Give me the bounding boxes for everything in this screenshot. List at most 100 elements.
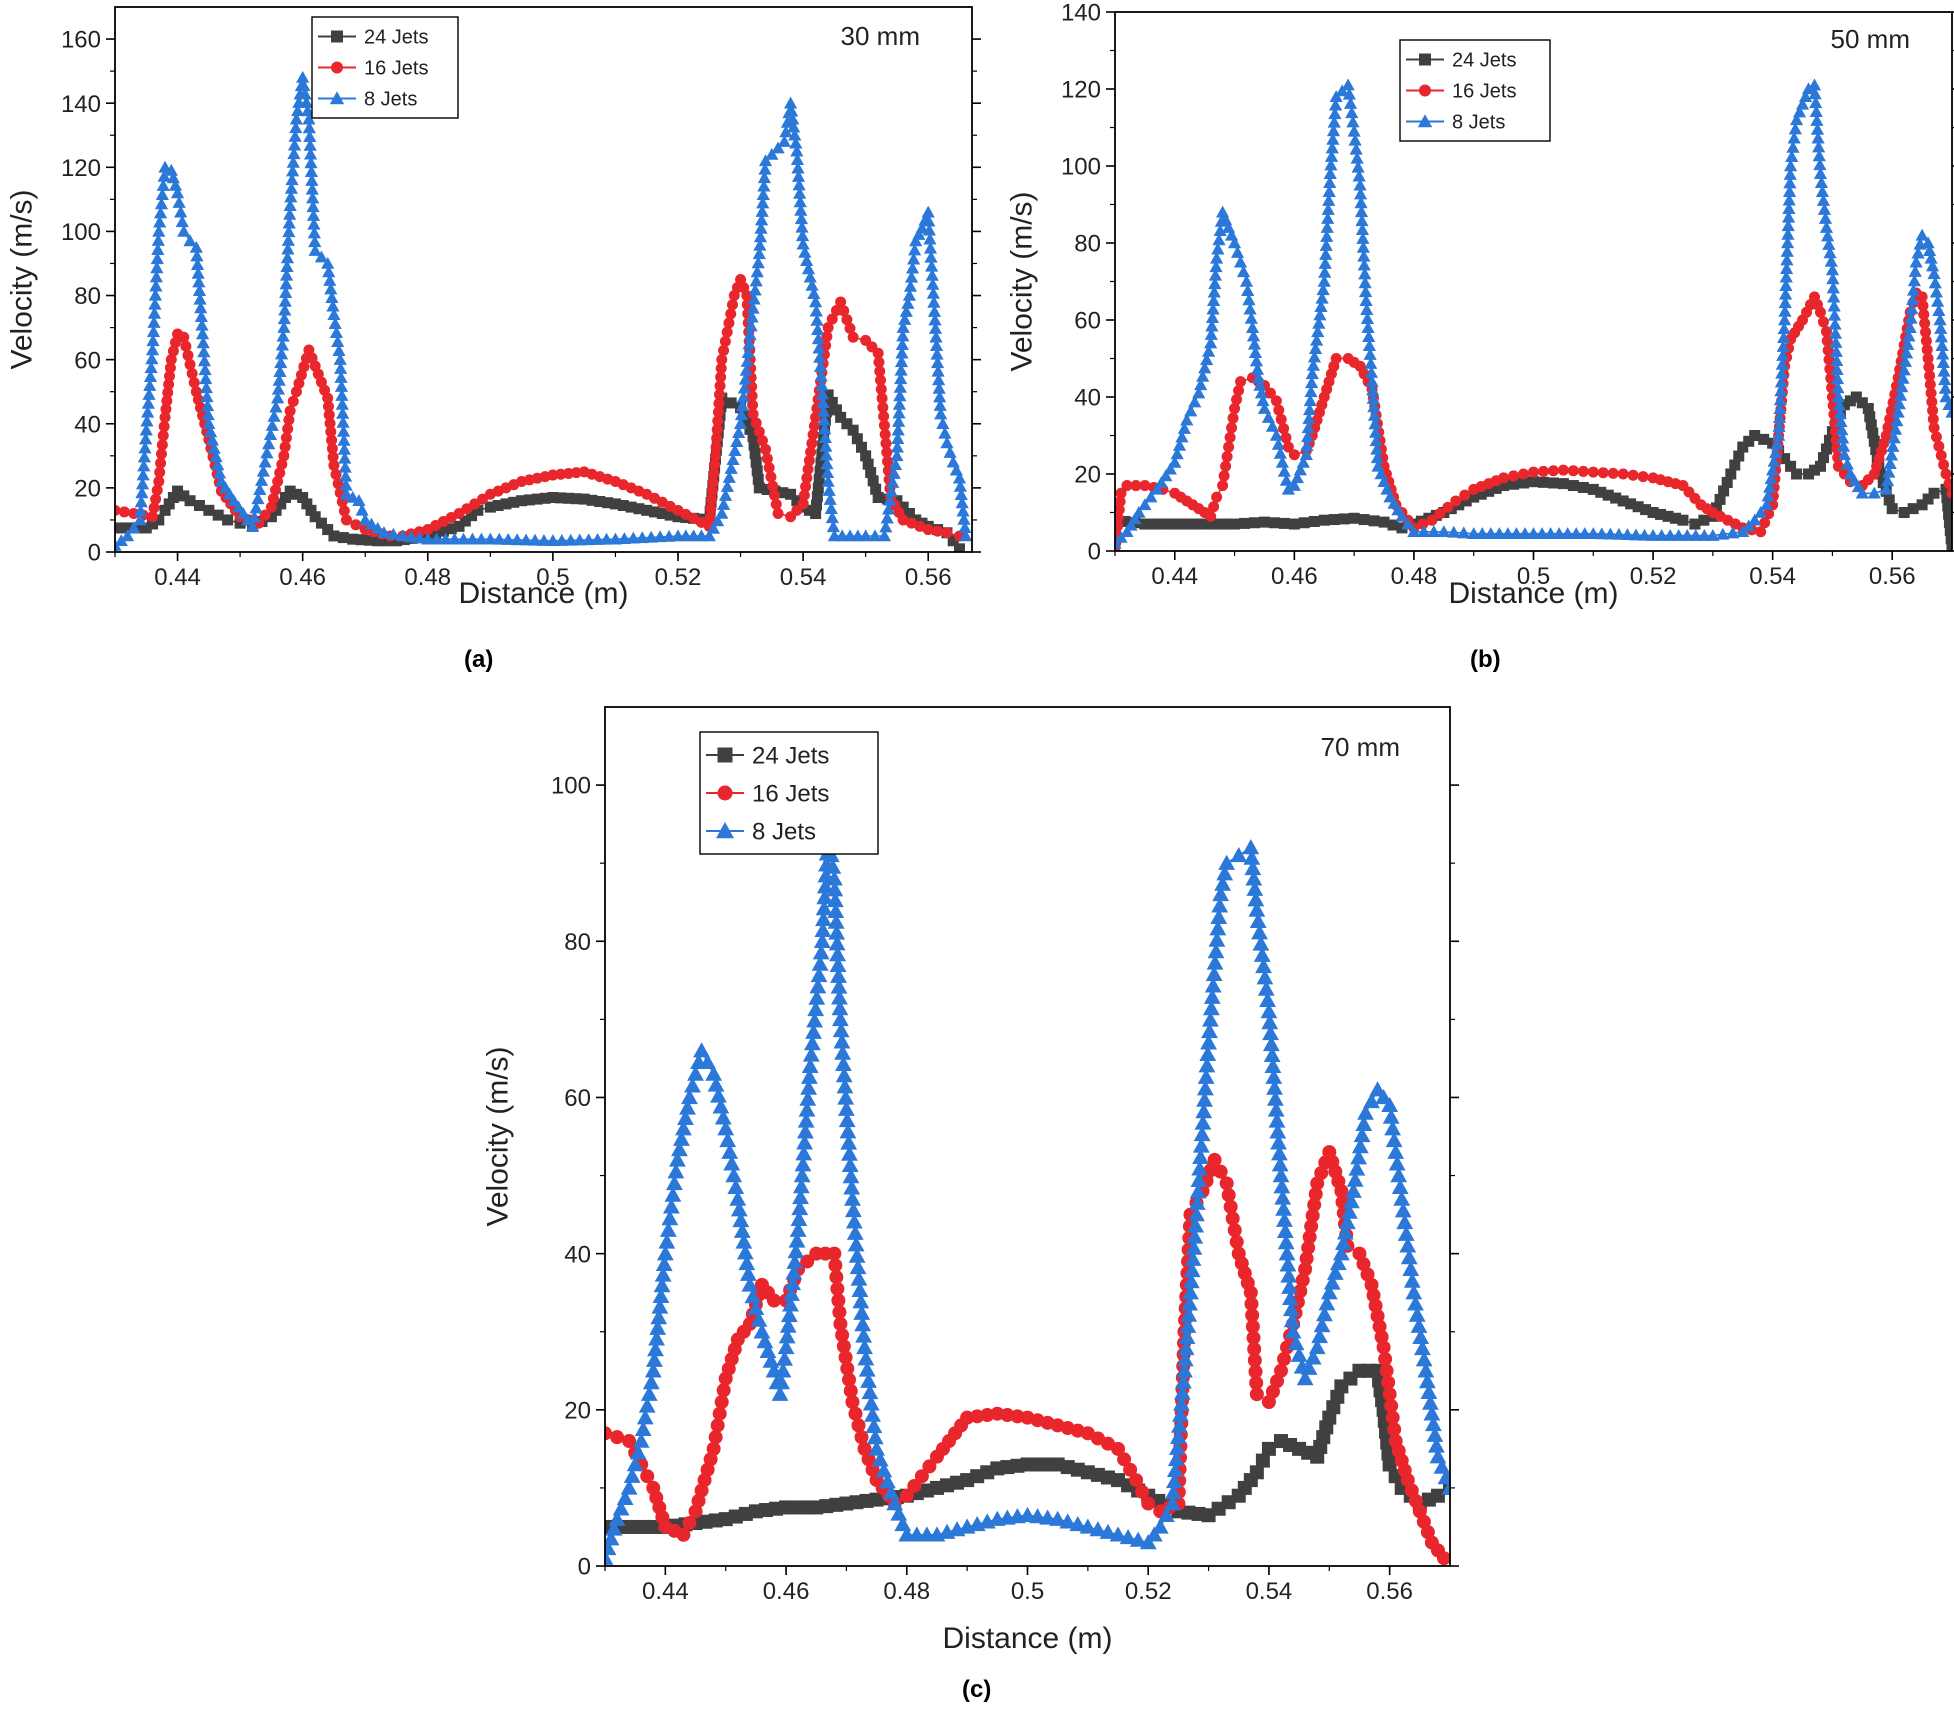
data-point (788, 128, 802, 141)
data-point (1323, 1274, 1341, 1290)
data-point (807, 429, 819, 441)
data-point (807, 1001, 825, 1017)
data-point (306, 200, 320, 213)
data-point (1276, 1211, 1293, 1227)
data-point (1528, 466, 1539, 478)
data-point (1909, 255, 1923, 268)
data-point (1249, 1375, 1264, 1390)
data-point (284, 405, 296, 417)
data-point (769, 489, 781, 501)
legend-marker (1419, 84, 1431, 97)
data-point (1247, 891, 1265, 907)
data-point (923, 232, 937, 245)
data-point (1783, 159, 1798, 172)
data-point (756, 435, 768, 447)
x-tick-label: 0.5 (1517, 563, 1550, 590)
x-tick-label: 0.52 (1125, 1578, 1172, 1605)
data-point (137, 459, 151, 472)
data-point (146, 334, 160, 347)
data-point (608, 532, 623, 545)
data-point (1265, 1068, 1283, 1084)
data-point (1323, 167, 1337, 179)
data-point (1259, 991, 1276, 1007)
data-point (1602, 489, 1614, 501)
data-point (1787, 131, 1801, 144)
data-point (847, 424, 859, 436)
data-point (947, 535, 959, 547)
data-point (1310, 333, 1324, 346)
data-point (1906, 283, 1921, 296)
x-axis-label: Distance (m) (942, 1622, 1112, 1655)
data-point (253, 483, 267, 495)
data-point (1348, 512, 1360, 524)
data-point (699, 1053, 717, 1070)
data-point (1288, 518, 1300, 530)
data-point (247, 510, 262, 523)
data-point (1836, 431, 1850, 444)
data-point (279, 441, 291, 453)
data-point (1926, 396, 1938, 408)
data-point (712, 415, 724, 427)
data-point (677, 1109, 694, 1125)
data-point (702, 529, 716, 542)
data-point (578, 493, 590, 505)
data-point (760, 443, 772, 455)
data-point (519, 533, 533, 546)
data-point (336, 424, 351, 437)
data-point (957, 512, 971, 525)
data-point (1764, 472, 1778, 485)
data-point (849, 1259, 867, 1275)
data-point (151, 484, 163, 496)
data-point (1216, 865, 1234, 881)
data-point (1916, 499, 1928, 511)
data-point (1284, 1323, 1302, 1339)
data-point (1808, 87, 1822, 100)
data-point (197, 345, 211, 358)
data-point (1246, 1330, 1261, 1345)
data-point (174, 205, 188, 218)
data-point (851, 1418, 866, 1433)
data-point (852, 1293, 870, 1309)
data-point (1774, 384, 1788, 397)
data-point (273, 365, 287, 377)
data-point (648, 1330, 665, 1346)
data-point (932, 373, 946, 386)
data-point (1754, 505, 1768, 518)
data-point (925, 259, 939, 272)
data-point (1902, 329, 1916, 342)
data-point (752, 473, 764, 485)
data-point (205, 433, 220, 446)
data-point (322, 392, 334, 404)
data-point (818, 431, 832, 444)
data-point (1169, 1428, 1187, 1444)
data-point (1759, 517, 1771, 529)
data-point (1328, 98, 1343, 111)
data-point (1227, 236, 1242, 249)
data-point (136, 468, 150, 481)
data-point (1856, 397, 1868, 409)
data-point (1689, 518, 1701, 530)
data-point (809, 304, 823, 317)
data-point (307, 217, 321, 230)
data-point (649, 1319, 667, 1335)
data-point (1362, 330, 1376, 342)
data-point (800, 481, 812, 493)
data-point (153, 215, 167, 228)
data-point (1363, 1092, 1380, 1109)
data-point (260, 446, 274, 459)
data-point (144, 361, 158, 374)
data-point (1498, 472, 1510, 484)
data-point (1248, 1364, 1263, 1379)
data-point (386, 527, 400, 540)
data-point (1308, 515, 1320, 527)
data-point (708, 467, 720, 479)
data-point (753, 238, 767, 251)
data-point (798, 1101, 816, 1117)
data-point (784, 1275, 802, 1291)
data-point (1111, 1441, 1126, 1456)
data-point (896, 329, 910, 342)
data-point (186, 368, 198, 380)
data-point (1933, 313, 1947, 326)
data-point (1115, 504, 1125, 516)
data-point (1283, 1312, 1301, 1328)
